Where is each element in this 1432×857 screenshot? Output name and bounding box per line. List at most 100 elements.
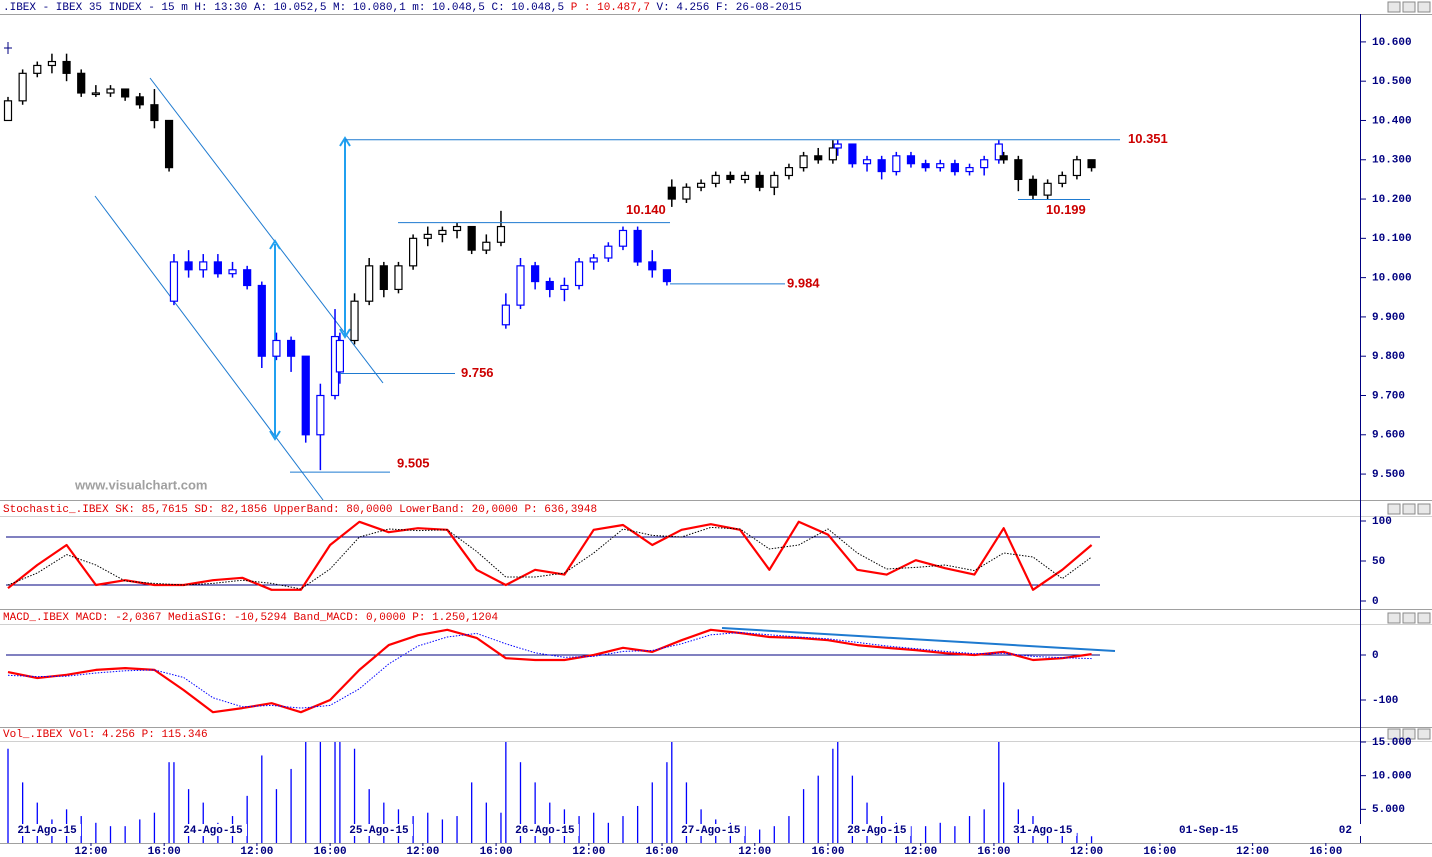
y-tick-label: 0 bbox=[1372, 596, 1379, 608]
panel: 0 -100 bbox=[6, 628, 1398, 714]
candle-body bbox=[47, 60, 57, 67]
candle-body bbox=[531, 265, 540, 283]
x-tick-label: 16:00 bbox=[977, 846, 1010, 857]
candle-body bbox=[980, 159, 989, 169]
restore-button[interactable] bbox=[1402, 1, 1416, 13]
candle-body bbox=[589, 257, 598, 263]
y-tick-label: 10.600 bbox=[1372, 37, 1412, 49]
panel: 10.600 10.500 10.400 10.300 10.200 10.100 10.0… bbox=[3, 37, 1412, 481]
drawings bbox=[4, 42, 1116, 652]
y-tick-label: 0 bbox=[1372, 650, 1379, 662]
candle-body bbox=[106, 88, 115, 94]
candle-body bbox=[667, 186, 676, 200]
candle-body bbox=[394, 265, 403, 291]
level-label: 9.505 bbox=[397, 456, 430, 471]
vol-header: Vol_.IBEX Vol: 4.256 P: 115.346 bbox=[3, 729, 208, 741]
candle-body bbox=[633, 229, 642, 263]
header-p: P: 115.346 bbox=[142, 729, 208, 741]
candle-body bbox=[467, 225, 476, 251]
candle-body bbox=[501, 304, 510, 326]
candle-body bbox=[496, 225, 506, 243]
candle-body bbox=[482, 241, 491, 251]
candle-body bbox=[18, 72, 27, 102]
x-date-label: 31-Ago-15 bbox=[1013, 825, 1073, 837]
y-tick-label: 9.700 bbox=[1372, 390, 1405, 402]
series-line bbox=[7, 632, 1092, 709]
candle-body bbox=[350, 300, 359, 342]
y-tick-label: 9.900 bbox=[1372, 312, 1405, 324]
header-p: P: 636,3948 bbox=[525, 504, 598, 516]
candle-body bbox=[892, 155, 901, 173]
x-date-label: 25-Ago-15 bbox=[349, 825, 409, 837]
header-text: .IBEX - IBEX 35 INDEX - 15 m H: 13:30 A:… bbox=[3, 2, 564, 14]
candle-body bbox=[784, 167, 794, 177]
x-tick-label: 16:00 bbox=[148, 846, 181, 857]
stoch-header: Stochastic_.IBEX SK: 85,7615 SD: 82,1856… bbox=[3, 504, 597, 516]
candle-body bbox=[618, 229, 628, 247]
x-tick-label: 12:00 bbox=[904, 846, 937, 857]
series-line bbox=[7, 628, 1092, 714]
y-tick-label: -100 bbox=[1372, 695, 1398, 707]
y-tick-label: 15.000 bbox=[1372, 737, 1412, 749]
x-tick-label: 16:00 bbox=[646, 846, 679, 857]
close-button[interactable] bbox=[1417, 728, 1431, 740]
watermark: www.visualchart.com bbox=[74, 477, 207, 492]
candle-body bbox=[335, 339, 344, 373]
x-date-label: 01-Sep-15 bbox=[1179, 825, 1239, 837]
candle-body bbox=[33, 64, 42, 74]
series-line bbox=[7, 526, 1092, 590]
x-date-label: 27-Ago-15 bbox=[681, 825, 741, 837]
candle-body bbox=[965, 167, 974, 173]
x-tick-label: 16:00 bbox=[314, 846, 347, 857]
panel: 15.000 10.000 5.000 bbox=[7, 737, 1412, 843]
minimize-button[interactable] bbox=[1387, 503, 1401, 515]
cursor-mark bbox=[4, 42, 12, 54]
candle-body bbox=[682, 186, 691, 200]
x-tick-label: 16:00 bbox=[1143, 846, 1176, 857]
x-tick-label: 12:00 bbox=[738, 846, 771, 857]
candle-body bbox=[365, 265, 374, 302]
y-tick-label: 100 bbox=[1372, 516, 1392, 528]
minimize-button[interactable] bbox=[1387, 612, 1401, 624]
y-tick-label: 9.800 bbox=[1372, 351, 1405, 363]
candle-body bbox=[755, 174, 764, 188]
candle-body bbox=[994, 143, 1003, 161]
x-tick-label: 12:00 bbox=[1236, 846, 1269, 857]
candle-body bbox=[199, 261, 208, 271]
restore-button[interactable] bbox=[1402, 728, 1416, 740]
close-button[interactable] bbox=[1417, 503, 1431, 515]
restore-button[interactable] bbox=[1402, 612, 1416, 624]
price-header: .IBEX - IBEX 35 INDEX - 15 m H: 13:30 A:… bbox=[3, 2, 802, 14]
y-tick-label: 10.000 bbox=[1372, 273, 1412, 285]
restore-button[interactable] bbox=[1402, 503, 1416, 515]
minimize-button[interactable] bbox=[1387, 1, 1401, 13]
candle-body bbox=[1028, 178, 1038, 196]
x-tick-label: 16:00 bbox=[811, 846, 844, 857]
candle-body bbox=[62, 60, 71, 74]
minimize-button[interactable] bbox=[1387, 728, 1401, 740]
x-tick-label: 12:00 bbox=[1070, 846, 1103, 857]
date-label-bg bbox=[676, 824, 745, 836]
arrow-head bbox=[339, 136, 351, 339]
date-label-bg bbox=[178, 824, 247, 836]
y-tick-label: 10.400 bbox=[1372, 115, 1412, 127]
y-tick-label: 9.500 bbox=[1372, 469, 1405, 481]
candle-body bbox=[1072, 159, 1082, 177]
date-label-bg bbox=[1311, 824, 1380, 836]
arrow-head bbox=[269, 239, 281, 441]
candle-body bbox=[257, 284, 266, 357]
level-label: 10.351 bbox=[1128, 131, 1168, 146]
x-tick-label: 16:00 bbox=[480, 846, 513, 857]
candle-body bbox=[1043, 182, 1052, 196]
candle-body bbox=[164, 119, 174, 169]
candle-body bbox=[999, 155, 1008, 161]
candle-body bbox=[516, 265, 525, 306]
candle-body bbox=[91, 92, 100, 96]
close-button[interactable] bbox=[1417, 612, 1431, 624]
date-label-bg bbox=[842, 824, 911, 836]
close-button[interactable] bbox=[1417, 1, 1431, 13]
candle-body bbox=[862, 159, 872, 165]
